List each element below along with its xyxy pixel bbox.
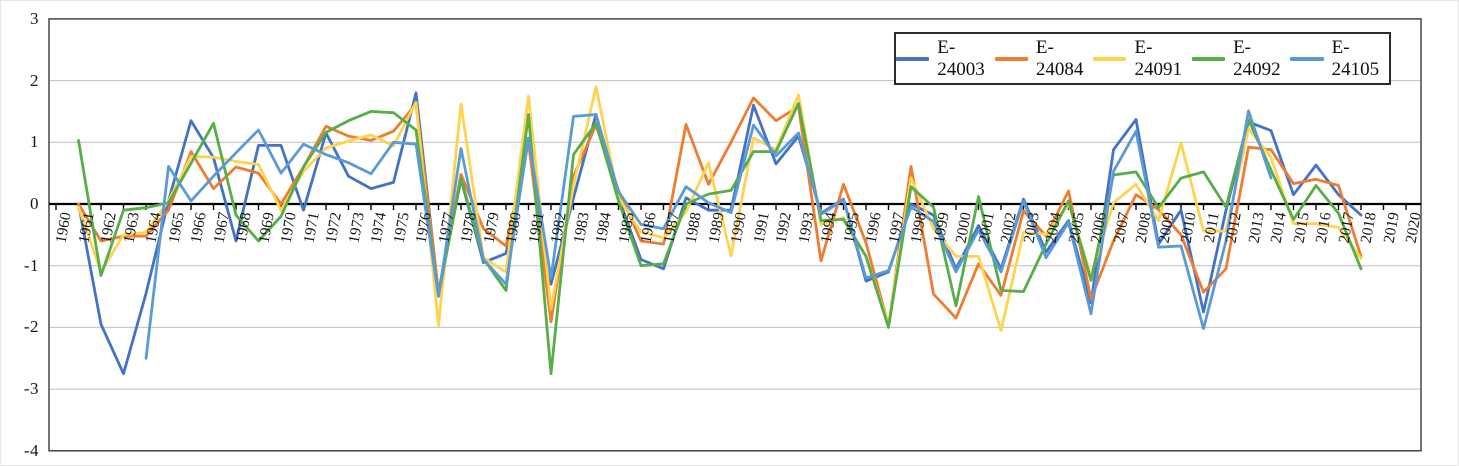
legend-label: E-24003 [937,36,985,80]
legend-item-E-24003: E-24003 [896,37,995,81]
y-tick-label-1: 1 [30,132,39,152]
legend-item-E-24091: E-24091 [1093,37,1192,81]
y-tick-label-3: 3 [30,8,39,28]
legend-swatch-icon [1093,56,1127,61]
legend-swatch-icon [994,56,1028,61]
y-tick-label--4: -4 [23,440,39,460]
legend-swatch-icon [1191,56,1226,61]
y-tick-label-2: 2 [30,70,39,90]
legend-swatch-icon [1290,56,1324,61]
y-tick-label-0: 0 [30,194,39,213]
y-tick-label--3: -3 [23,379,39,399]
legend-label: E-24092 [1233,36,1281,80]
legend-item-E-24092: E-24092 [1191,36,1291,81]
legend-label: E-24105 [1331,36,1380,80]
legend-swatch-icon [896,56,930,61]
legend-label: E-24084 [1035,36,1084,80]
legend: E-24003 E-24084 E-24091 E-24092 E-24105 [894,32,1391,85]
y-tick-label--1: -1 [23,255,39,275]
legend-item-E-24084: E-24084 [994,36,1094,81]
legend-item-E-24105: E-24105 [1290,37,1389,81]
legend-label: E-24091 [1134,36,1182,80]
plot-border [48,18,1422,452]
series-line-E-24105 [144,109,1273,360]
y-tick-label--2: -2 [23,317,39,337]
